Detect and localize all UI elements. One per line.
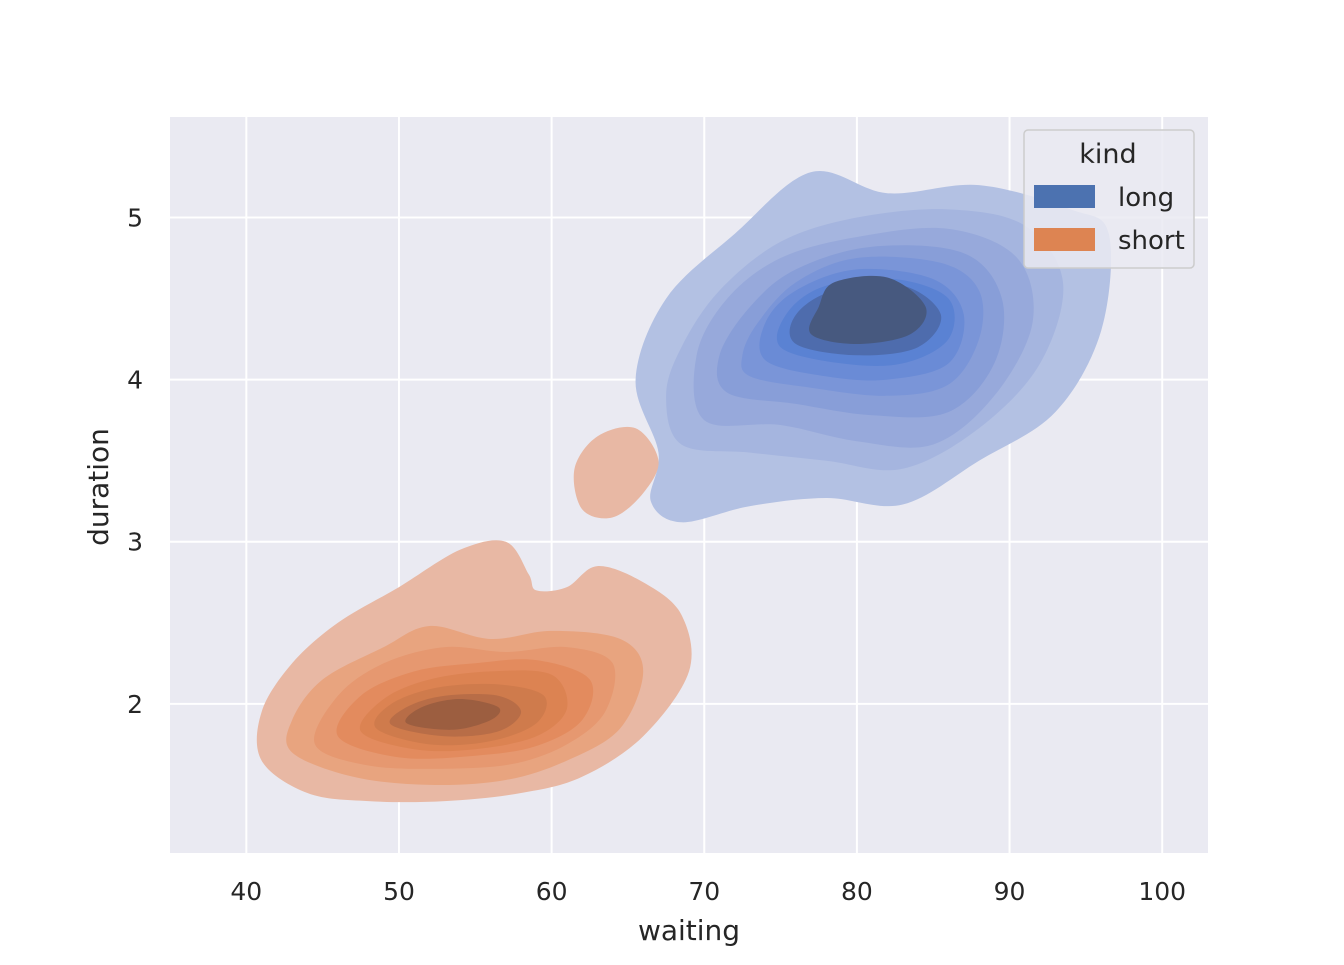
legend-label-long: long (1118, 183, 1174, 213)
tick-labels: 40 50 60 70 80 90 100 2 3 4 5 (127, 204, 1186, 906)
x-tick-label: 40 (230, 877, 262, 906)
y-tick-label: 4 (127, 366, 143, 395)
y-axis-title: duration (82, 428, 115, 546)
density-contour-long-8 (809, 275, 927, 344)
y-tick-label: 5 (127, 204, 143, 233)
density-series-short (256, 426, 692, 803)
x-axis-title: waiting (638, 914, 740, 947)
legend-label-short: short (1118, 226, 1185, 256)
x-tick-label: 70 (688, 877, 720, 906)
density-series-long (635, 170, 1112, 523)
density-contour-short-8 (405, 699, 501, 730)
x-tick-label: 60 (536, 877, 568, 906)
y-tick-label: 3 (127, 528, 143, 557)
density-contours (256, 170, 1112, 803)
y-tick-label: 2 (127, 690, 143, 719)
density-contour-short-1 (573, 426, 659, 519)
x-tick-label: 90 (994, 877, 1026, 906)
legend: kind long short (1023, 129, 1195, 269)
legend-swatch-short (1034, 228, 1095, 251)
legend-swatch-long (1034, 185, 1095, 208)
x-tick-label: 100 (1138, 877, 1186, 906)
x-tick-label: 50 (383, 877, 415, 906)
x-tick-label: 80 (841, 877, 873, 906)
legend-title: kind (1079, 139, 1136, 170)
